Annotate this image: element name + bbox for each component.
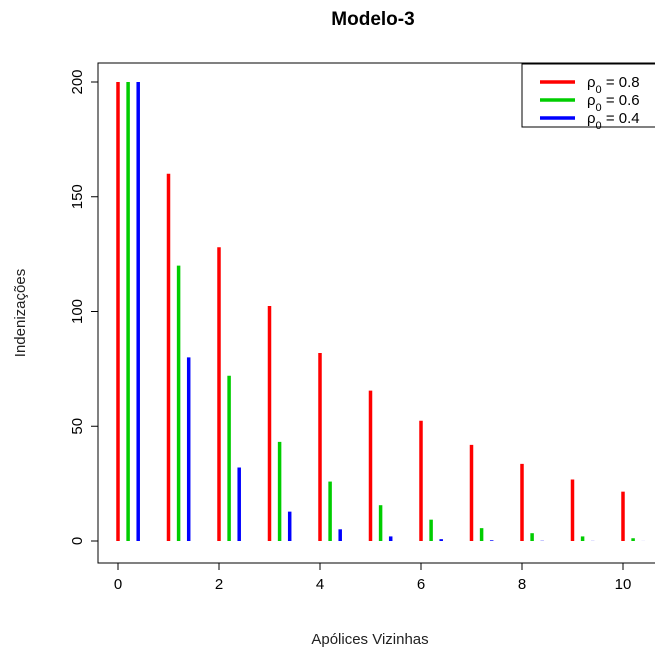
y-tick-label-200: 200 <box>69 69 86 94</box>
y-tick-label-0: 0 <box>69 537 86 545</box>
y-axis-label: Indenizações <box>12 269 29 357</box>
x-tick-label-2: 2 <box>215 576 223 593</box>
y-tick-label-100: 100 <box>69 299 86 324</box>
y-tick-label-50: 50 <box>69 418 86 435</box>
x-tick-label-0: 0 <box>114 576 122 593</box>
x-axis: 0 2 4 6 8 10 <box>114 563 632 593</box>
bars-layer <box>116 82 645 541</box>
x-tick-label-10: 10 <box>615 576 632 593</box>
legend-label-3: ρ0 = 0.4 <box>587 110 640 132</box>
legend-label-2: ρ0 = 0.6 <box>587 92 640 114</box>
legend: ρ0 = 0.8ρ0 = 0.6ρ0 = 0.4 <box>521 63 655 132</box>
chart-title: Modelo-3 <box>331 9 414 30</box>
x-tick-label-6: 6 <box>417 576 425 593</box>
plot-frame <box>97 62 655 564</box>
x-tick-label-8: 8 <box>518 576 526 593</box>
x-axis-label: Apólices Vizinhas <box>311 631 428 648</box>
x-tick-label-4: 4 <box>316 576 324 593</box>
y-tick-label-150: 150 <box>69 184 86 209</box>
y-axis: 0 50 100 150 200 <box>69 69 98 545</box>
